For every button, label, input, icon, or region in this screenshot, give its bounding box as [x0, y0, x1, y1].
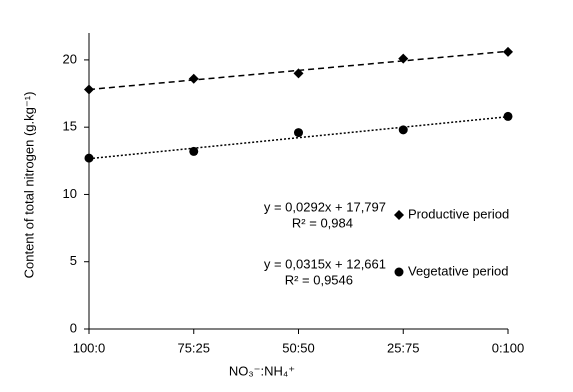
x-tick-label: 100:0	[73, 340, 106, 355]
y-tick-label: 20	[63, 51, 77, 66]
data-point	[503, 46, 513, 57]
data-point	[293, 68, 304, 79]
data-point	[188, 73, 199, 84]
y-tick-label: 10	[63, 186, 77, 201]
data-point	[394, 210, 404, 220]
x-tick-label: 25:75	[387, 340, 420, 355]
y-tick-label: 0	[70, 320, 77, 335]
trendline-r2: R² = 0,984	[292, 215, 353, 230]
data-point	[394, 267, 404, 277]
data-point	[398, 53, 409, 64]
x-tick-label: 0:100	[492, 340, 525, 355]
trendline-r2: R² = 0,9546	[285, 272, 353, 287]
legend-label: Productive period	[408, 206, 509, 221]
data-point	[294, 128, 303, 138]
data-point	[398, 125, 408, 135]
y-tick-label: 15	[63, 119, 77, 134]
legend-label: Vegetative period	[408, 263, 508, 278]
x-axis-label: NO₃⁻:NH₄⁺	[229, 363, 295, 378]
y-tick-label: 5	[70, 253, 77, 268]
y-axis-label: Content of total nitrogen (g.kg⁻¹)	[21, 92, 36, 279]
data-point	[503, 111, 513, 121]
data-point	[84, 153, 94, 163]
x-tick-label: 75:25	[177, 340, 210, 355]
trendline-equation: y = 0,0315x + 12,661	[264, 256, 386, 271]
trendline-equation: y = 0,0292x + 17,797	[264, 199, 386, 214]
data-point	[84, 84, 94, 95]
data-point	[189, 146, 199, 156]
x-tick-label: 50:50	[282, 340, 315, 355]
